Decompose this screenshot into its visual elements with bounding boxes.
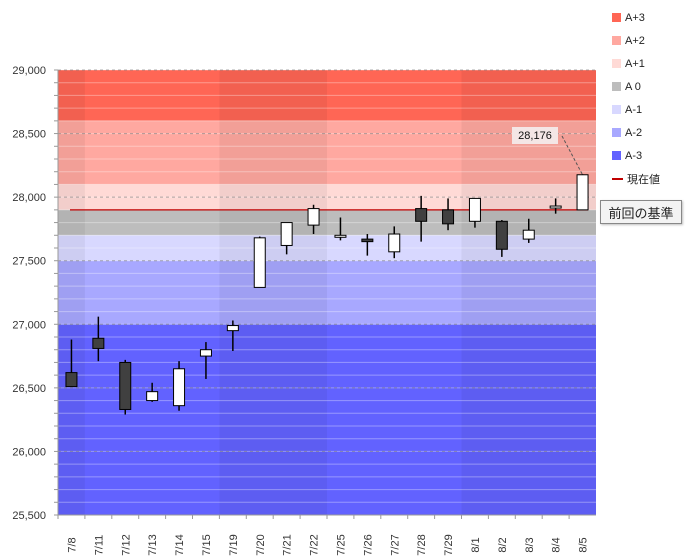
x-tick-label: 8/3 <box>524 537 536 552</box>
legend-label: A+3 <box>625 11 645 24</box>
band-a+2 <box>58 120 596 185</box>
y-tick-label: 27,000 <box>12 319 46 331</box>
candle-body <box>226 325 239 332</box>
y-tick-label: 28,500 <box>12 129 46 141</box>
legend-item-a+2: A+2 <box>612 29 660 52</box>
x-tick-label: 7/11 <box>93 535 105 556</box>
candle-body <box>119 361 132 410</box>
candle-body <box>442 209 455 225</box>
legend-label: A+2 <box>625 34 645 47</box>
legend-item-a-2: A-2 <box>612 121 660 144</box>
legend-label: 現在値 <box>627 173 660 186</box>
column-shade <box>219 70 327 515</box>
previous-reference-label: 前回の基準 <box>600 200 682 224</box>
candle-body <box>65 372 78 388</box>
x-tick-label: 7/25 <box>335 534 347 555</box>
legend-swatch <box>612 151 621 160</box>
x-tick-label: 7/8 <box>66 537 78 552</box>
legend: A+3 A+2 A+1 A 0 A-1 A-2 A-3 現在値 <box>612 6 660 190</box>
x-tick-label: 7/20 <box>255 534 267 555</box>
candle-body <box>146 391 159 402</box>
y-tick-label: 27,500 <box>12 256 46 268</box>
y-tick-label: 28,000 <box>12 192 46 204</box>
legend-label: A 0 <box>625 80 641 93</box>
x-tick-label: 7/14 <box>174 534 186 555</box>
x-tick-label: 7/27 <box>389 534 401 555</box>
legend-swatch <box>612 82 621 91</box>
x-tick-label: 7/13 <box>147 534 159 555</box>
column-shade <box>461 70 596 515</box>
x-tick-label: 7/15 <box>201 534 213 555</box>
band-a+3 <box>58 70 596 121</box>
x-tick-label: 7/12 <box>120 534 132 555</box>
legend-label: A+1 <box>625 57 645 70</box>
legend-swatch <box>612 13 621 22</box>
x-tick-label: 8/2 <box>497 537 509 552</box>
legend-swatch <box>612 128 621 137</box>
legend-item-current-price: 現在値 <box>612 167 660 190</box>
x-tick-label: 7/28 <box>416 534 428 555</box>
y-tick-label: 26,500 <box>12 383 46 395</box>
x-tick-label: 8/1 <box>470 537 482 552</box>
candle-body <box>522 229 535 240</box>
y-tick-label: 25,500 <box>12 510 46 522</box>
legend-item-a+3: A+3 <box>612 6 660 29</box>
band-a-2 <box>58 260 596 325</box>
band-a-3 <box>58 324 596 515</box>
x-tick-label: 7/26 <box>362 534 374 555</box>
legend-swatch <box>612 59 621 68</box>
legend-item-a0: A 0 <box>612 75 660 98</box>
candle-body <box>173 368 186 407</box>
last-price-callout: 28,176 <box>512 127 558 144</box>
x-tick-label: 7/29 <box>443 534 455 555</box>
callout-leader <box>561 135 583 175</box>
candle-body <box>388 233 401 253</box>
candle-body <box>199 349 212 357</box>
candle-body <box>307 208 320 226</box>
legend-label: A-1 <box>625 103 643 116</box>
x-tick-label: 7/22 <box>309 534 321 555</box>
legend-swatch <box>612 36 621 45</box>
candle-body <box>576 174 589 211</box>
legend-item-a+1: A+1 <box>612 52 660 75</box>
candle-body <box>280 222 293 246</box>
legend-label: A-2 <box>625 126 643 139</box>
candle-body <box>92 337 105 349</box>
y-tick-label: 29,000 <box>12 65 46 77</box>
legend-swatch <box>612 105 621 114</box>
x-tick-label: 8/5 <box>578 537 590 552</box>
candle-body <box>495 220 508 250</box>
x-tick-label: 7/21 <box>282 534 294 555</box>
candle-body <box>468 197 481 222</box>
x-tick-label: 8/4 <box>551 537 563 552</box>
candle-body <box>415 208 428 222</box>
candle-body <box>549 205 562 209</box>
candle-body <box>334 234 347 238</box>
legend-item-a-1: A-1 <box>612 98 660 121</box>
legend-item-a-3: A-3 <box>612 144 660 167</box>
x-tick-label: 7/19 <box>228 534 240 555</box>
band-a+1 <box>58 184 596 210</box>
column-shade <box>58 70 85 515</box>
legend-line-swatch <box>612 177 623 180</box>
legend-label: A-3 <box>625 149 643 162</box>
y-tick-label: 26,000 <box>12 446 46 458</box>
candle-body <box>253 237 266 288</box>
candle-body <box>361 238 374 243</box>
